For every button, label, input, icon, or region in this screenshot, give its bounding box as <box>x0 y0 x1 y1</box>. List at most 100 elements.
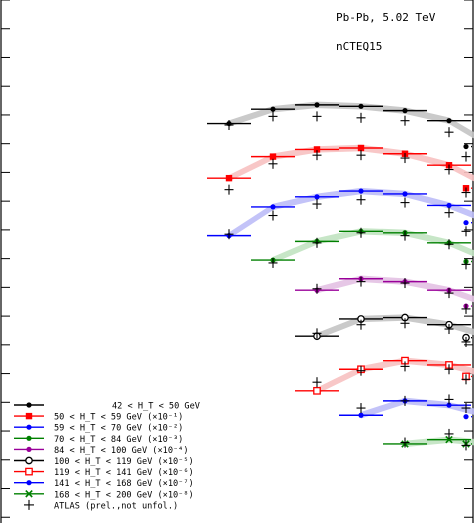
data-point <box>314 102 320 108</box>
theory-band-segment <box>405 229 449 247</box>
legend-marker <box>26 435 32 441</box>
atlas-point <box>312 199 322 210</box>
theory-band-segment <box>317 315 361 340</box>
legend-marker-atlas <box>24 499 34 510</box>
legend-marker <box>25 412 33 420</box>
theory-band-segment <box>361 228 405 236</box>
data-point <box>446 118 452 124</box>
theory-band-segment <box>405 190 449 209</box>
atlas-point <box>312 328 322 339</box>
annotation-collision-system: Pb-Pb, 5.02 TeV <box>336 11 436 24</box>
atlas-point <box>461 151 471 162</box>
atlas-point <box>461 259 471 270</box>
atlas-point <box>444 207 454 218</box>
atlas-point <box>444 127 454 138</box>
data-point <box>402 191 408 197</box>
atlas-point <box>400 437 410 448</box>
data-point <box>463 414 469 420</box>
theory-band-segment <box>273 238 317 264</box>
legend-marker <box>25 456 33 465</box>
atlas-point <box>444 164 454 175</box>
atlas-point <box>400 153 410 164</box>
theory-band-segment <box>229 153 273 182</box>
theory-band-segment <box>317 228 361 245</box>
atlas-point <box>224 120 234 131</box>
mark-layer <box>207 102 472 451</box>
legend-label: 59 < H_T < 70 GeV (×10⁻²) <box>54 424 183 434</box>
atlas-point <box>444 428 454 439</box>
theory-band-segment <box>229 105 273 127</box>
legend-label: 141 < H_T < 168 GeV (×10⁻⁷) <box>54 479 194 489</box>
data-point <box>313 386 321 395</box>
atlas-point <box>268 111 278 122</box>
theory-band-segment <box>449 117 474 139</box>
legend-label: 100 < H_T < 119 GeV (×10⁻⁵) <box>54 457 194 467</box>
atlas-point <box>400 318 410 329</box>
theory-band-segment <box>449 202 474 219</box>
atlas-point <box>461 374 471 385</box>
atlas-point <box>312 237 322 248</box>
atlas-point <box>356 319 366 330</box>
legend-marker <box>26 424 32 430</box>
atlas-point <box>400 278 410 289</box>
atlas-point <box>444 364 454 375</box>
atlas-point <box>224 229 234 240</box>
legend-label: 70 < H_T < 84 GeV (×10⁻³) <box>54 435 183 445</box>
atlas-point <box>461 403 471 414</box>
theory-band-segment <box>361 275 405 285</box>
legend-label: 168 < H_T < 200 GeV (×10⁻⁸) <box>54 490 194 500</box>
atlas-point <box>312 150 322 161</box>
atlas-point <box>224 184 234 195</box>
theory-band-segment <box>317 366 361 395</box>
legend-label: 84 < H_T < 100 GeV (×10⁻⁴) <box>54 446 189 456</box>
theory-band-segment <box>405 150 449 169</box>
atlas-point <box>312 377 322 388</box>
theory-band-segment <box>449 239 474 257</box>
data-point <box>270 204 276 210</box>
data-point <box>270 106 276 112</box>
atlas-point <box>461 336 471 347</box>
atlas-point <box>444 394 454 405</box>
data-point <box>225 174 233 182</box>
atlas-point <box>268 158 278 169</box>
legend-label: 50 < H_T < 59 GeV (×10⁻¹) <box>54 413 183 423</box>
theory-band-segment <box>317 101 361 110</box>
atlas-point <box>461 187 471 198</box>
data-point <box>269 153 277 160</box>
data-point <box>358 103 364 109</box>
atlas-point <box>461 226 471 237</box>
atlas-point <box>312 111 322 122</box>
atlas-point <box>400 115 410 126</box>
atlas-point <box>356 403 366 414</box>
atlas-point <box>356 194 366 205</box>
atlas-point <box>444 288 454 299</box>
legend-label: 119 < H_T < 141 GeV (×10⁻⁶) <box>54 468 194 478</box>
atlas-point <box>400 361 410 372</box>
annotation-pdf-set: nCTEQ15 <box>336 40 382 53</box>
theory-band-segment <box>273 193 317 211</box>
atlas-point <box>400 197 410 208</box>
atlas-point <box>312 283 322 294</box>
atlas-point <box>444 324 454 335</box>
theory-band-segment <box>361 187 405 198</box>
theory-band-segment <box>405 107 449 124</box>
data-point <box>463 143 469 150</box>
data-point <box>446 202 452 209</box>
theory-band-segment <box>361 314 405 323</box>
theory-band-segment <box>317 144 361 153</box>
data-point <box>402 108 408 114</box>
theory-band-segment <box>361 397 405 419</box>
atlas-point <box>268 257 278 268</box>
atlas-point <box>444 239 454 250</box>
data-point <box>445 435 453 444</box>
atlas-point <box>461 303 471 314</box>
legend-marker <box>26 480 32 486</box>
theory-band-segment <box>229 203 273 239</box>
legend-label: 42 < H_T < 50 GeV <box>112 402 200 412</box>
atlas-point <box>356 150 366 161</box>
legend-label-atlas: ATLAS (prel.,not unfol.) <box>54 501 178 511</box>
